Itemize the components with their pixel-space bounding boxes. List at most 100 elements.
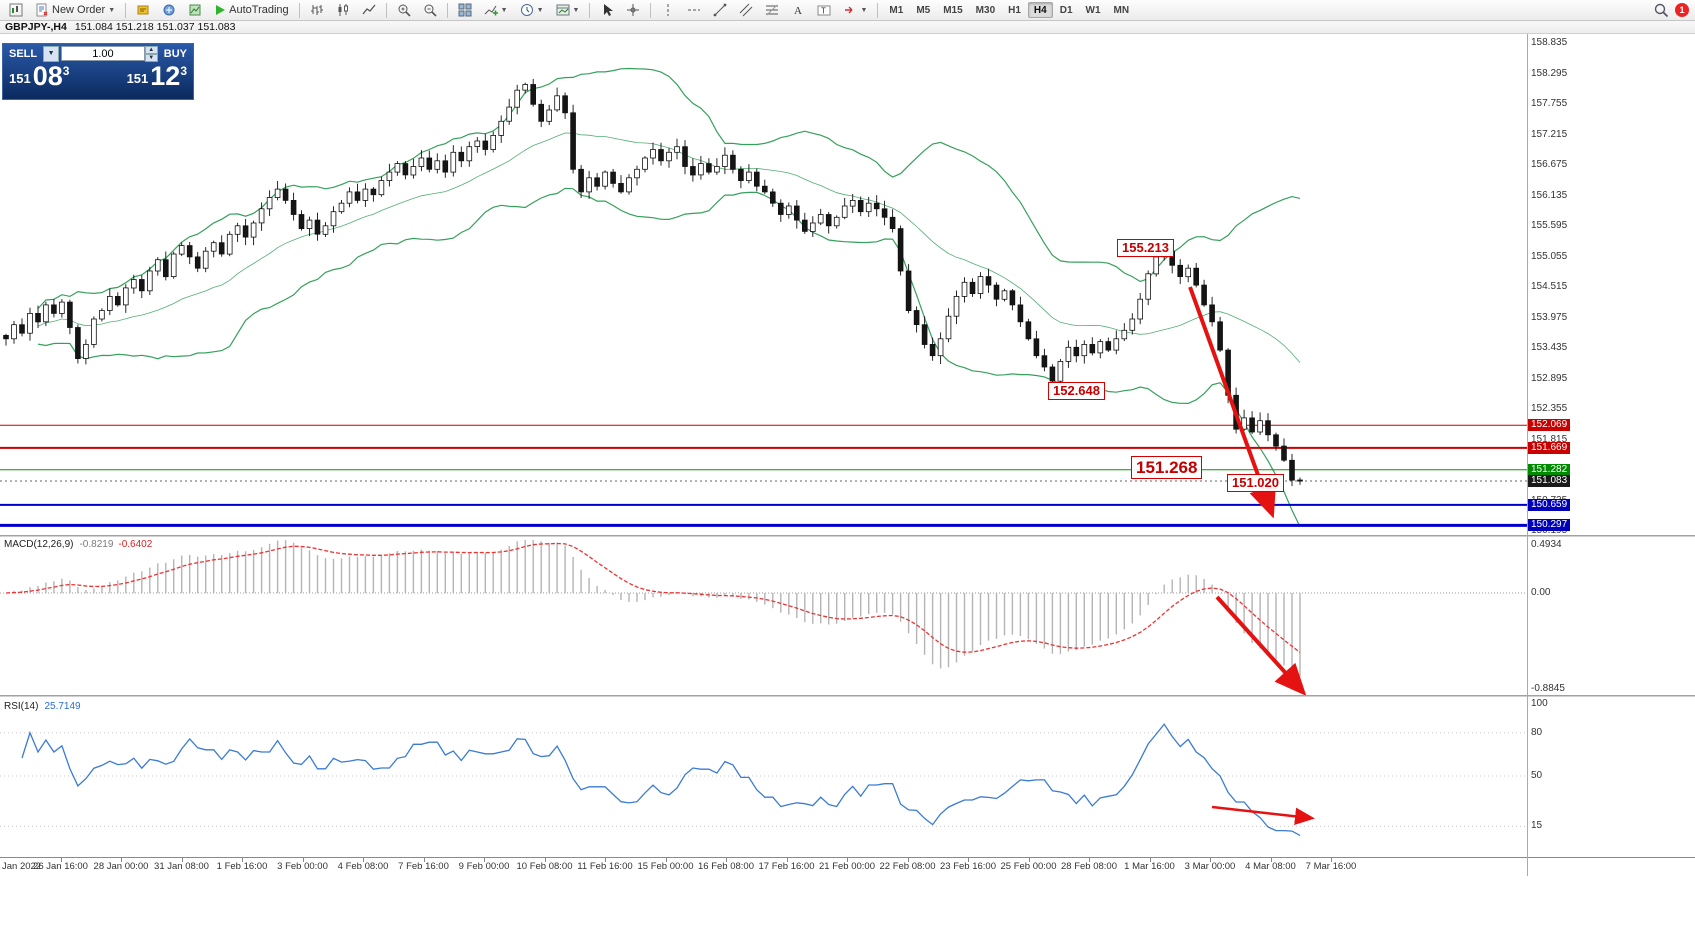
toolbar-separator bbox=[446, 2, 448, 18]
search-icon[interactable] bbox=[1654, 3, 1669, 18]
vertical-line-icon[interactable] bbox=[656, 2, 680, 19]
data-window-icon[interactable] bbox=[157, 2, 181, 19]
price-callout[interactable]: 155.213 bbox=[1117, 239, 1174, 258]
trendline-icon[interactable] bbox=[708, 2, 732, 19]
time-axis-tick bbox=[1331, 858, 1332, 862]
indicators-icon[interactable]: ▼ bbox=[479, 2, 513, 19]
panel-separator[interactable] bbox=[0, 695, 1695, 697]
time-axis-label: 1 Mar 16:00 bbox=[1124, 861, 1175, 872]
macd-signal-value: -0.6402 bbox=[118, 539, 153, 550]
toolbar: New Order ▼ AutoTrading ▼ ▼ ▼ A T bbox=[0, 0, 1695, 21]
order-type-dropdown[interactable]: ▼ bbox=[43, 45, 60, 62]
time-axis-label: 1 Feb 16:00 bbox=[216, 861, 268, 872]
buy-button[interactable]: 151 12 3 bbox=[127, 63, 187, 90]
zoom-in-icon[interactable] bbox=[392, 2, 416, 19]
fibonacci-icon[interactable] bbox=[760, 2, 784, 19]
time-axis-label: 7 Feb 16:00 bbox=[398, 861, 449, 872]
volume-input[interactable] bbox=[61, 46, 145, 61]
volume-stepper[interactable]: ▲ ▼ bbox=[144, 46, 158, 62]
toolbar-separator bbox=[385, 2, 387, 18]
chart-ohlc-values: 151.084 151.218 151.037 151.083 bbox=[74, 21, 236, 33]
volume-down-icon[interactable]: ▼ bbox=[144, 54, 158, 62]
timeframe-m30[interactable]: M30 bbox=[975, 5, 996, 16]
price-axis-label: 153.435 bbox=[1531, 342, 1568, 354]
time-axis-label: 31 Jan 08:00 bbox=[154, 861, 209, 872]
time-axis-tick bbox=[484, 858, 485, 862]
price-axis-label: 151.815 bbox=[1531, 433, 1568, 445]
tile-windows-icon[interactable] bbox=[453, 2, 477, 19]
price-axis-marker: 150.659 bbox=[1528, 498, 1571, 511]
chevron-down-icon: ▼ bbox=[108, 6, 116, 14]
timeframe-m1[interactable]: M1 bbox=[889, 5, 904, 16]
svg-text:T: T bbox=[821, 7, 826, 16]
price-axis-label: 155.055 bbox=[1531, 250, 1568, 262]
price-axis-label: 158.295 bbox=[1531, 67, 1568, 79]
cursor-icon[interactable] bbox=[595, 2, 619, 19]
time-axis-tick bbox=[242, 858, 243, 862]
timeframe-m5[interactable]: M5 bbox=[916, 5, 931, 16]
notification-badge[interactable]: 1 bbox=[1675, 3, 1689, 17]
price-callout[interactable]: 152.648 bbox=[1048, 382, 1105, 401]
price-callout[interactable]: 151.268 bbox=[1131, 456, 1203, 480]
rsi-panel-surface[interactable] bbox=[0, 699, 1527, 857]
main-chart-surface[interactable] bbox=[0, 34, 1527, 535]
timeframe-m15[interactable]: M15 bbox=[943, 5, 963, 16]
price-axis-separator bbox=[1527, 34, 1528, 876]
toolbar-separator bbox=[298, 2, 300, 18]
time-axis-label: 4 Mar 08:00 bbox=[1245, 861, 1296, 872]
timeframe-w1[interactable]: W1 bbox=[1085, 5, 1101, 16]
time-axis-label: Jan 2022 bbox=[2, 861, 42, 872]
chevron-down-icon: ▼ bbox=[860, 6, 868, 14]
sell-button[interactable]: 151 08 3 bbox=[9, 61, 69, 91]
chart-window-icon[interactable] bbox=[4, 2, 28, 19]
time-axis-tick bbox=[847, 858, 848, 862]
templates-icon[interactable]: ▼ bbox=[551, 2, 585, 19]
candlestick-chart-icon[interactable] bbox=[331, 2, 355, 19]
zoom-out-icon[interactable] bbox=[418, 2, 442, 19]
rsi-name: RSI(14) bbox=[4, 701, 39, 712]
time-axis-tick bbox=[1089, 858, 1090, 862]
price-axis-marker: 152.069 bbox=[1528, 419, 1571, 432]
timeframe-h1[interactable]: H1 bbox=[1008, 5, 1021, 16]
toolbar-separator bbox=[125, 2, 127, 18]
chevron-down-icon: ▼ bbox=[536, 6, 544, 14]
autotrading-label: AutoTrading bbox=[229, 4, 289, 16]
text-label-icon[interactable]: T bbox=[812, 2, 836, 19]
text-icon[interactable]: A bbox=[786, 2, 810, 19]
timeframe-buttons: M1 M5 M15 M30 H1 H4 D1 W1 MN bbox=[883, 2, 1135, 18]
time-axis-tick bbox=[1149, 858, 1151, 862]
sell-price-big: 08 bbox=[32, 61, 63, 91]
new-order-label: New Order bbox=[52, 4, 106, 16]
time-axis-label: 23 Feb 16:00 bbox=[940, 861, 996, 872]
sell-label[interactable]: SELL bbox=[9, 47, 38, 60]
horizontal-line-icon[interactable] bbox=[682, 2, 706, 19]
price-axis-label: 156.675 bbox=[1531, 159, 1568, 171]
autotrading-button[interactable]: AutoTrading bbox=[209, 2, 294, 19]
strategy-tester-icon[interactable] bbox=[183, 2, 207, 19]
time-axis-label: 26 Jan 16:00 bbox=[33, 861, 88, 872]
new-order-button[interactable]: New Order ▼ bbox=[30, 2, 120, 19]
shapes-icon[interactable]: ▼ bbox=[838, 2, 872, 19]
volume-up-icon[interactable]: ▲ bbox=[144, 46, 158, 54]
timeframe-mn[interactable]: MN bbox=[1113, 5, 1130, 16]
ohlc-bars-icon[interactable] bbox=[305, 2, 329, 19]
chevron-down-icon: ▼ bbox=[572, 6, 580, 14]
chart-symbol-title: GBPJPY-,H4 bbox=[5, 21, 67, 33]
equidistant-channel-icon[interactable] bbox=[734, 2, 758, 19]
price-axis-label: 152.895 bbox=[1531, 372, 1568, 384]
metaeditor-icon[interactable] bbox=[131, 2, 155, 19]
timeframe-h4[interactable]: H4 bbox=[1027, 2, 1053, 18]
periods-clock-icon[interactable]: ▼ bbox=[515, 2, 549, 19]
macd-panel-surface[interactable] bbox=[0, 537, 1527, 695]
panel-separator[interactable] bbox=[0, 535, 1695, 537]
price-callout[interactable]: 151.020 bbox=[1227, 474, 1284, 493]
timeframe-d1[interactable]: D1 bbox=[1059, 5, 1073, 16]
time-axis-label: 25 Feb 00:00 bbox=[1000, 861, 1057, 872]
time-axis-tick bbox=[726, 858, 727, 862]
time-axis-tick bbox=[423, 858, 425, 862]
buy-label[interactable]: BUY bbox=[163, 47, 187, 60]
crosshair-icon[interactable] bbox=[621, 2, 645, 19]
line-chart-icon[interactable] bbox=[357, 2, 381, 19]
time-axis-tick bbox=[302, 858, 304, 862]
